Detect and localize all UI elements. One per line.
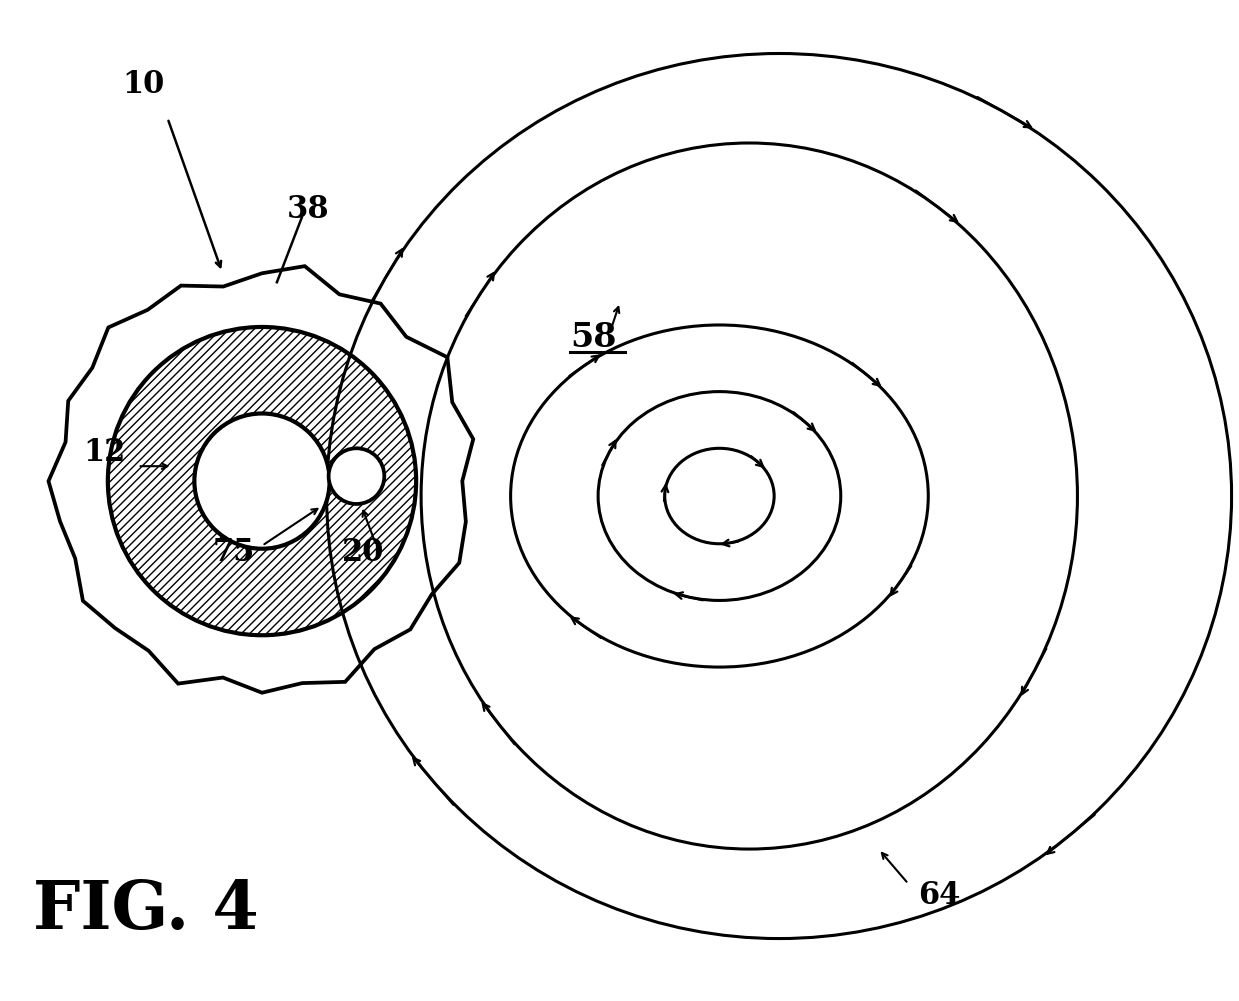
Circle shape	[108, 327, 416, 636]
Circle shape	[328, 448, 384, 504]
Text: 75: 75	[212, 537, 254, 568]
Text: 64: 64	[918, 880, 960, 911]
Text: 10: 10	[123, 69, 165, 100]
Text: 12: 12	[83, 437, 125, 468]
Text: 58: 58	[570, 321, 617, 354]
Circle shape	[195, 413, 330, 549]
Text: FIG. 4: FIG. 4	[33, 878, 259, 943]
Text: 20: 20	[342, 537, 384, 568]
Text: 38: 38	[287, 193, 330, 224]
